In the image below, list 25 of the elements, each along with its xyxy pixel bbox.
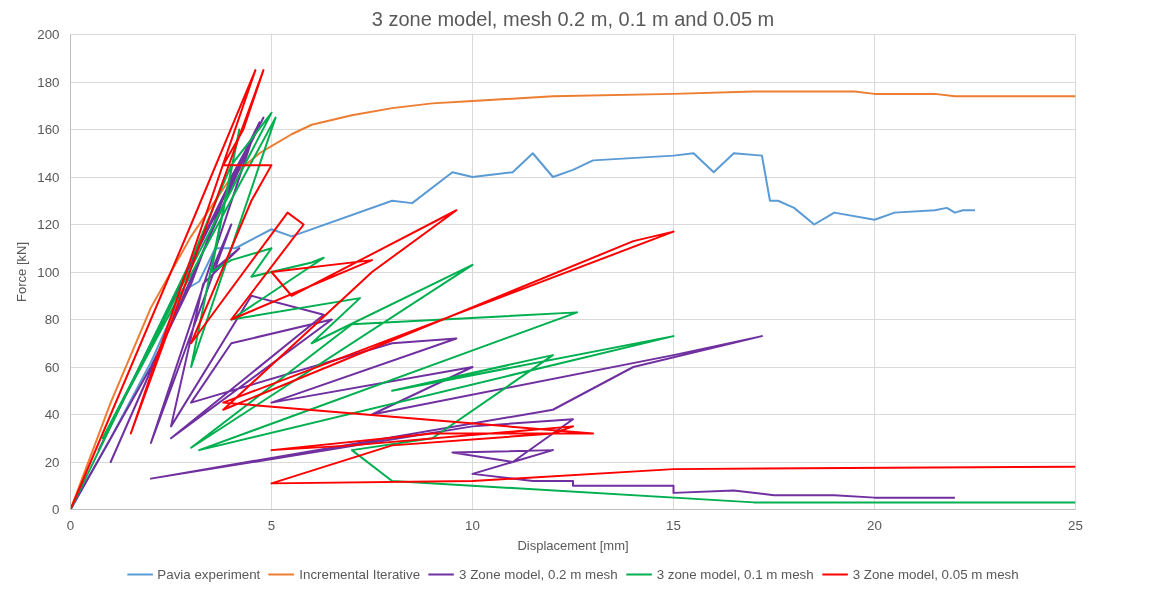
legend-label: 3 zone model, 0.1 m mesh bbox=[656, 566, 814, 582]
y-tick-label: 100 bbox=[37, 264, 60, 280]
y-tick-label: 200 bbox=[37, 27, 60, 42]
y-tick-label: 20 bbox=[44, 454, 60, 470]
y-tick-label: 160 bbox=[37, 122, 60, 137]
legend-label: Pavia experiment bbox=[157, 566, 261, 582]
x-tick-label: 20 bbox=[867, 517, 882, 533]
x-tick-label: 5 bbox=[267, 517, 276, 533]
y-tick-label: 60 bbox=[44, 359, 60, 375]
x-tick-label: 15 bbox=[666, 517, 681, 533]
y-tick-label: 0 bbox=[52, 502, 60, 517]
y-tick-label: 180 bbox=[37, 74, 60, 90]
y-tick-label: 120 bbox=[37, 217, 60, 232]
legend-label: 3 Zone model, 0.2 m mesh bbox=[459, 566, 618, 582]
y-tick-label: 40 bbox=[44, 407, 60, 422]
chart-title: 3 zone model, mesh 0.2 m, 0.1 m and 0.05 m bbox=[371, 7, 775, 30]
y-tick-label: 80 bbox=[44, 312, 60, 327]
legend-label: 3 Zone model, 0.05 m mesh bbox=[852, 566, 1019, 582]
x-tick-label: 0 bbox=[66, 517, 75, 533]
x-tick-label: 25 bbox=[1068, 517, 1083, 533]
x-axis-title: Displacement [mm] bbox=[517, 537, 629, 553]
legend-label: Incremental Iterative bbox=[299, 566, 421, 582]
x-tick-label: 10 bbox=[465, 517, 480, 533]
y-axis-title: Force [kN] bbox=[14, 242, 30, 302]
y-tick-label: 140 bbox=[37, 169, 60, 185]
